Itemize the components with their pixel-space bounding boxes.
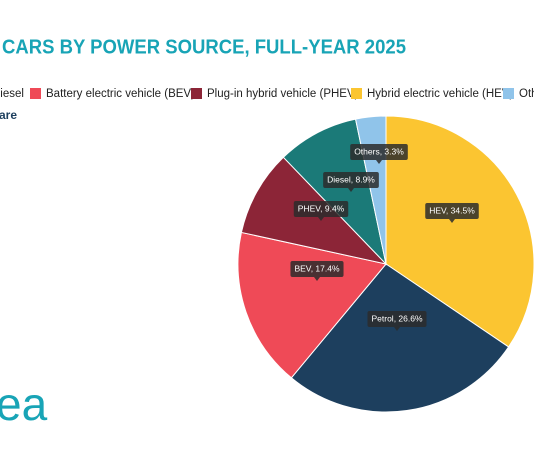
data-label: Petrol, 26.6% <box>367 311 427 331</box>
label-text: Others, 3.3% <box>354 146 404 156</box>
label-text: PHEV, 9.4% <box>298 203 345 213</box>
label-pointer <box>314 277 320 281</box>
data-label: BEV, 17.4% <box>290 261 344 281</box>
label-pointer <box>318 217 324 221</box>
legend-label: Others <box>519 88 534 100</box>
label-pointer <box>348 188 354 192</box>
data-label: Others, 3.3% <box>350 144 408 164</box>
label-box <box>293 201 349 217</box>
data-label: PHEV, 9.4% <box>293 201 349 221</box>
legend-label: Hybrid electric vehicle (HEV) <box>367 88 514 100</box>
label-pointer <box>376 160 382 164</box>
label-box <box>323 172 379 188</box>
legend-swatch <box>30 88 41 99</box>
label-text: Petrol, 26.6% <box>371 313 422 323</box>
data-label: HEV, 34.5% <box>425 203 479 223</box>
pie-slice <box>237 231 387 379</box>
label-text: HEV, 34.5% <box>429 205 475 215</box>
subtitle: are <box>0 108 17 122</box>
label-box <box>367 311 427 327</box>
legend-swatch <box>503 88 514 99</box>
legend-label: Plug-in hybrid vehicle (PHEV) <box>207 88 359 100</box>
label-pointer <box>449 219 455 223</box>
logo: ea <box>0 378 48 430</box>
legend-label: Diesel <box>0 88 24 100</box>
pie-slice <box>290 263 510 413</box>
label-box <box>290 261 344 277</box>
legend-label: Battery electric vehicle (BEV) <box>46 88 195 100</box>
pie-slice <box>385 115 534 348</box>
label-text: BEV, 17.4% <box>294 263 339 273</box>
label-text: Diesel, 8.9% <box>327 174 375 184</box>
chart-title: CARS BY POWER SOURCE, FULL-YEAR 2025 <box>2 36 406 58</box>
label-box <box>350 144 408 160</box>
label-box <box>425 203 479 219</box>
label-pointer <box>394 327 400 331</box>
data-label: Diesel, 8.9% <box>323 172 379 192</box>
legend-swatch <box>191 88 202 99</box>
legend-swatch <box>351 88 362 99</box>
